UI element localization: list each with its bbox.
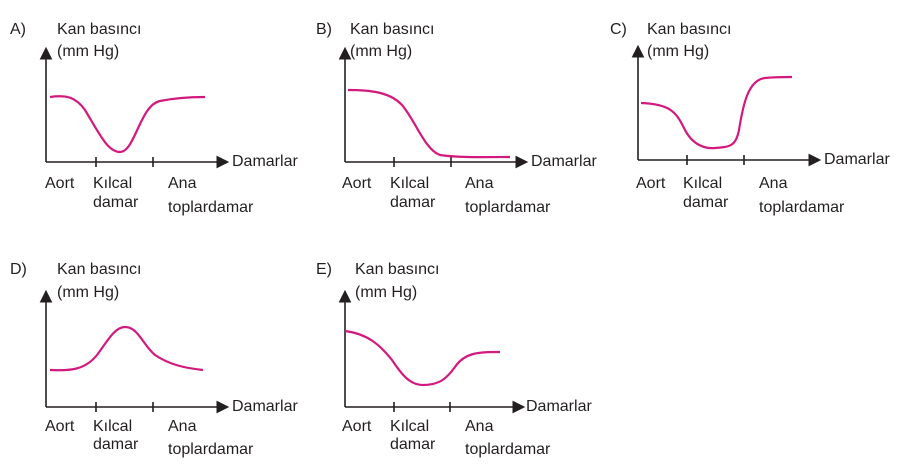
tick [95,402,154,412]
y-axis-label: Kan basıncı [57,21,142,38]
y-axis-unit: (mm Hg) [350,43,413,60]
pressure-curve [49,95,206,154]
option-letter-e: E) [316,261,332,278]
pressure-curve [344,329,501,387]
x-axis-label: Damarlar [232,398,298,415]
x-axis-label: Damarlar [531,153,597,170]
option-letter-a: A) [10,21,26,38]
graph-a [39,46,230,169]
x-axis-label: Damarlar [232,153,298,170]
tick [95,157,154,167]
tick-aort: Aort [636,175,666,192]
graph-e [338,289,526,414]
tick-damar: damar [390,194,436,211]
tick-kilcal: Kılcal [93,175,133,192]
tick-damar: damar [390,436,436,453]
y-axis-unit: (mm Hg) [57,43,120,60]
tick-toplardamar: toplardamar [465,199,551,216]
tick [393,402,451,412]
y-axis-unit: (mm Hg) [355,284,418,301]
tick-aort: Aort [45,418,75,435]
tick-ana: Ana [759,175,788,192]
graph-d [39,289,230,414]
x-axis-label: Damarlar [526,398,592,415]
tick-kilcal: Kılcal [683,175,723,192]
option-letter-b: B) [316,21,332,38]
tick [393,157,452,167]
tick-toplardamar: toplardamar [168,441,254,458]
pressure-curve [640,75,793,150]
y-axis-label: Kan basıncı [647,21,732,38]
tick-damar: damar [93,436,139,453]
tick-kilcal: Kılcal [93,418,133,435]
tick-kilcal: Kılcal [390,418,430,435]
graph-c [631,44,822,167]
tick-damar: damar [93,194,139,211]
x-axis-label: Damarlar [824,151,890,168]
tick-damar: damar [683,194,729,211]
y-axis-unit: (mm Hg) [57,284,120,301]
option-letter-d: D) [10,261,27,278]
y-axis-label: Kan basıncı [350,21,435,38]
y-axis-unit: (mm Hg) [647,43,710,60]
tick-toplardamar: toplardamar [759,199,845,216]
tick-ana: Ana [168,175,197,192]
tick [686,155,745,165]
tick-toplardamar: toplardamar [465,441,551,458]
tick-ana: Ana [465,418,494,435]
tick-aort: Aort [342,175,372,192]
tick-ana: Ana [465,175,494,192]
tick-kilcal: Kılcal [390,175,430,192]
pressure-curve [49,325,204,372]
pressure-curve [347,88,511,159]
tick-aort: Aort [342,418,372,435]
tick-aort: Aort [45,175,75,192]
tick-ana: Ana [168,418,197,435]
tick-toplardamar: toplardamar [168,199,254,216]
y-axis-label: Kan basıncı [355,261,440,278]
y-axis-label: Kan basıncı [57,261,142,278]
graph-b [338,46,529,169]
option-letter-c: C) [610,21,627,38]
